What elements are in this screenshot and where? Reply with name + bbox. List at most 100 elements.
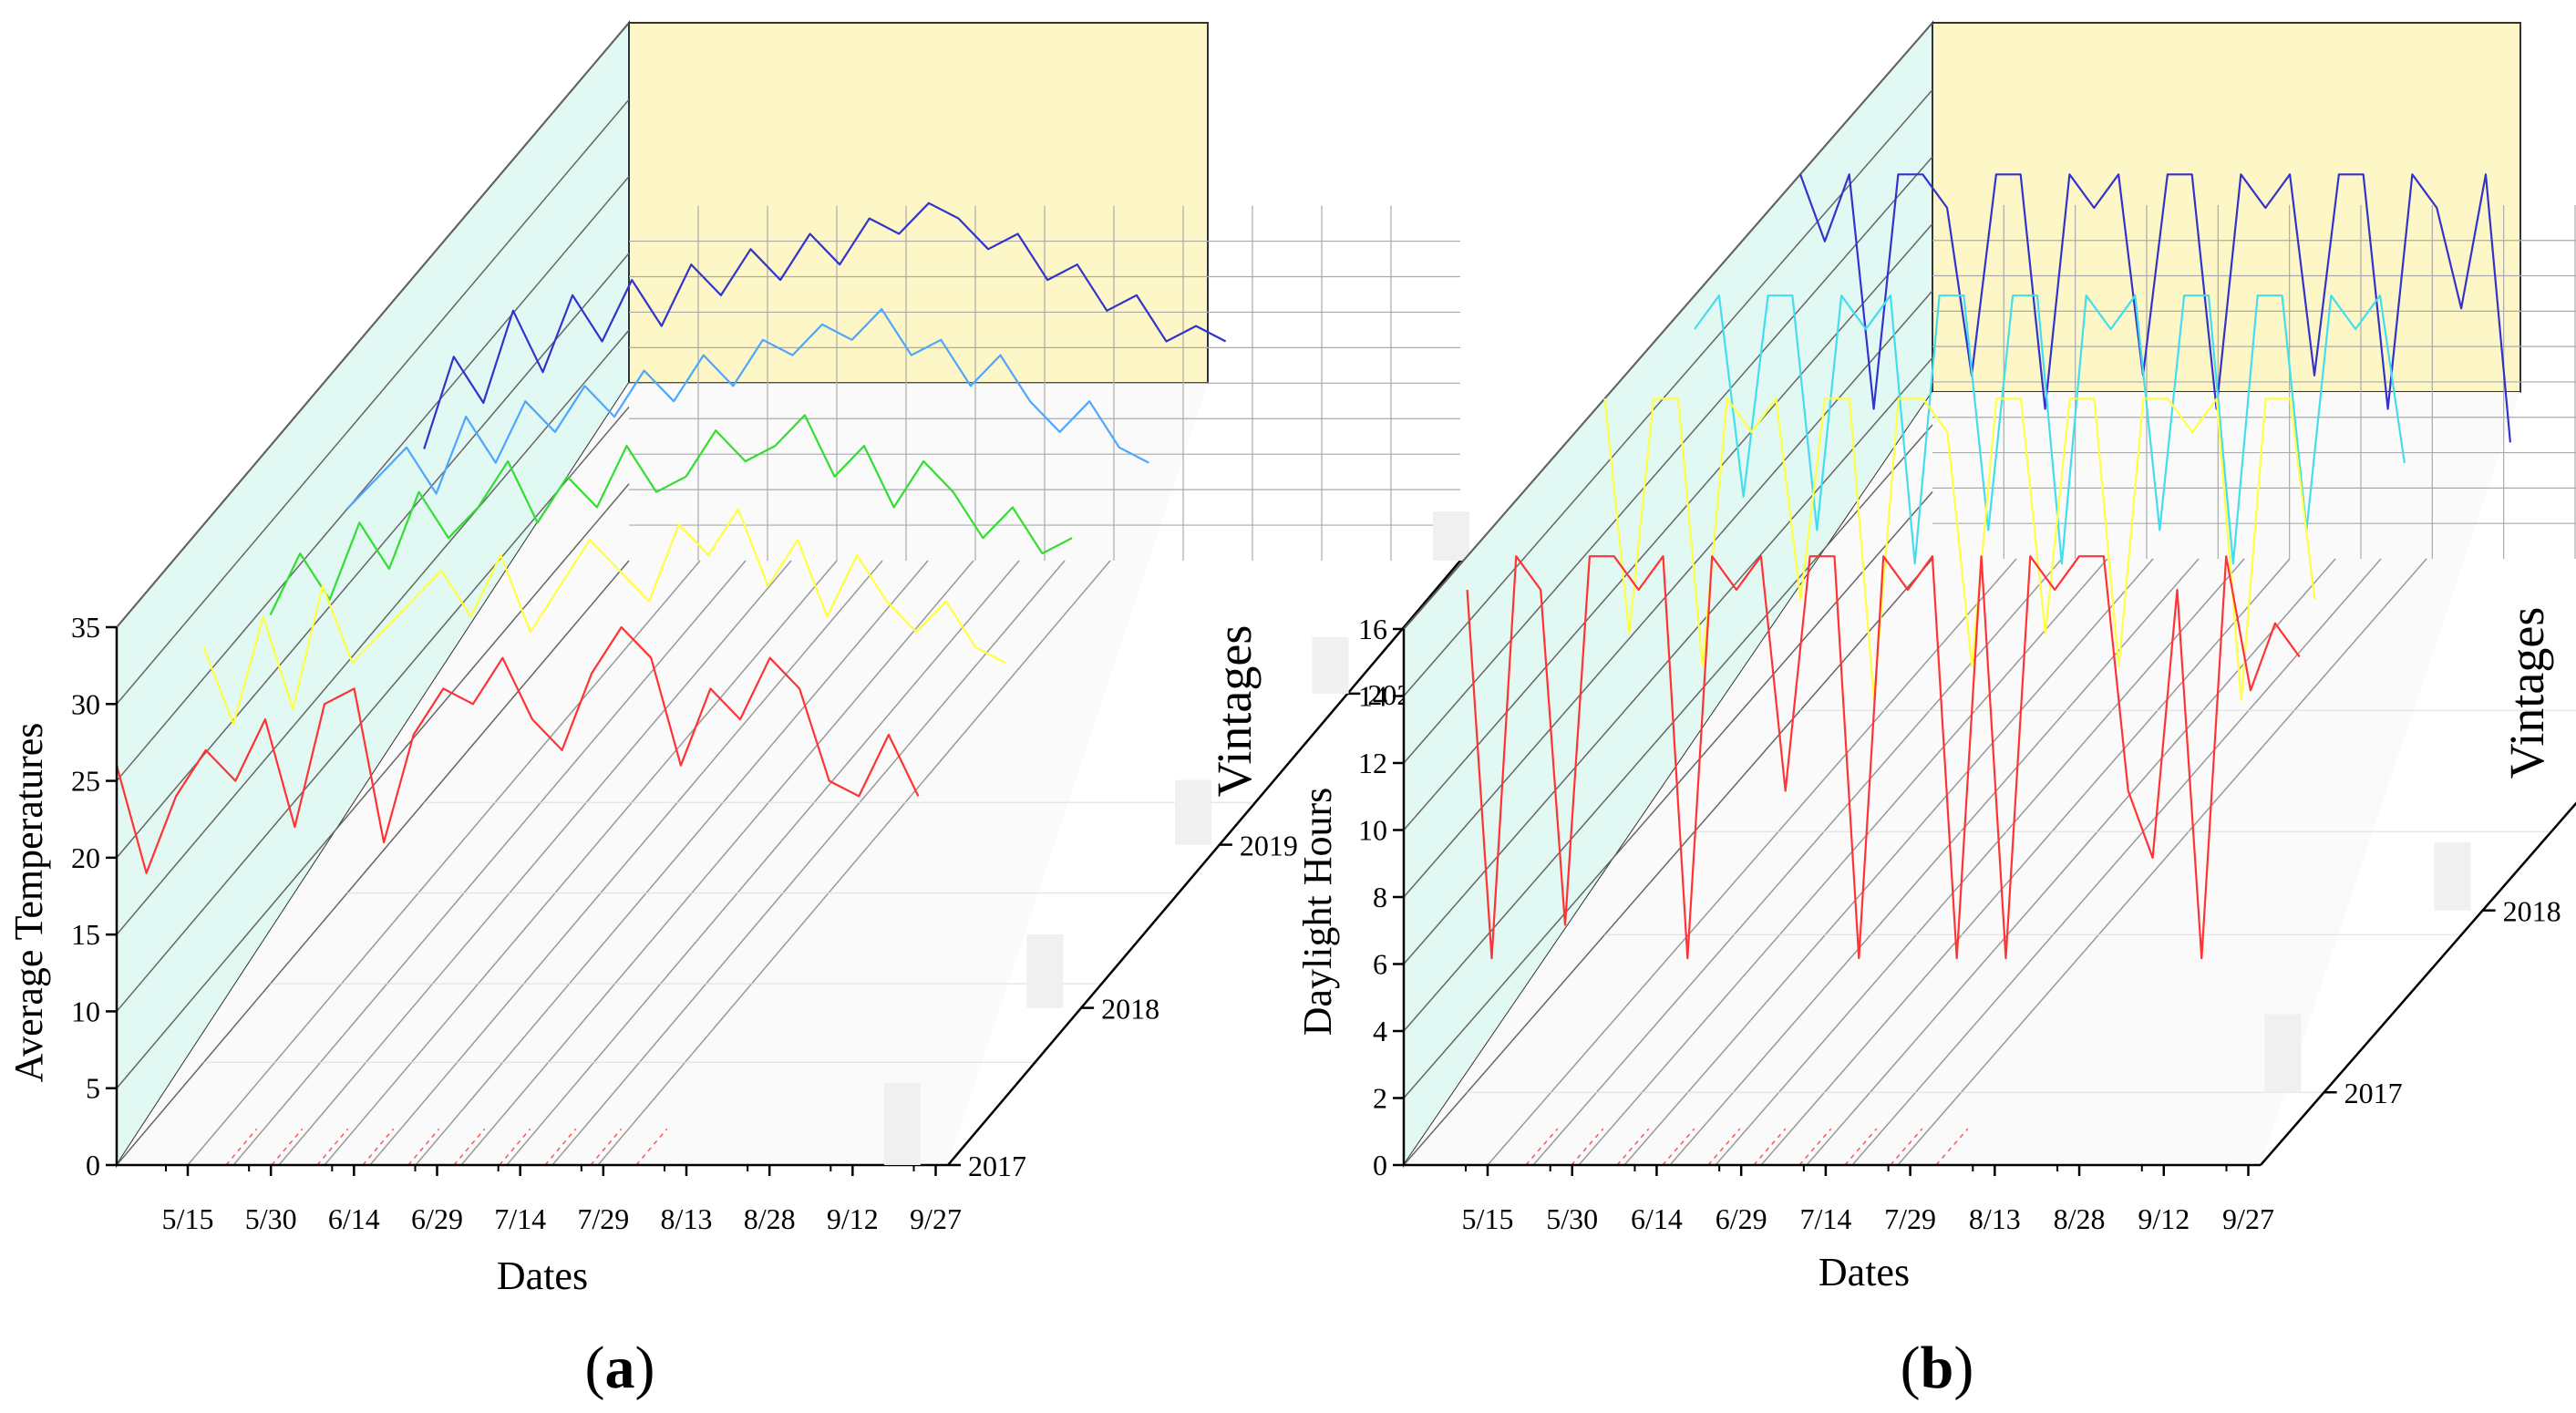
x-tick-label: 9/12 bbox=[827, 1202, 879, 1235]
wall-gridline bbox=[1403, 290, 1933, 898]
chart-a-series-group bbox=[115, 201, 1256, 1166]
wall-gridline bbox=[116, 176, 630, 782]
chart-b-series-group bbox=[1466, 173, 2576, 1093]
vintage-plate bbox=[2264, 1014, 2302, 1093]
x-tick-label: 6/14 bbox=[1631, 1202, 1683, 1235]
x-tick-label: 5/15 bbox=[1462, 1202, 1514, 1235]
vintage-plate bbox=[1026, 933, 1064, 1008]
floor-gridline bbox=[232, 560, 747, 1166]
series-line-2021 bbox=[423, 201, 1227, 449]
chart-b: 0 2 4 6 8 10 12 14 16 5/15 5/30 6/14 6/29 7/14 7/29 8/1… bbox=[1295, 20, 2576, 1401]
floor-minor-gridline bbox=[590, 1128, 623, 1166]
x-tick-label: 6/14 bbox=[328, 1202, 380, 1235]
chart-a-zlabel: Vintages bbox=[1207, 625, 1262, 798]
chart-b-xlabel: Dates bbox=[1819, 1250, 1910, 1294]
wall-gridline bbox=[1403, 156, 1933, 764]
y-tick-label: 10 bbox=[71, 995, 100, 1027]
wall-gridline bbox=[116, 98, 630, 705]
vintage-plate bbox=[1433, 511, 1469, 561]
y-tick-label: 35 bbox=[71, 611, 100, 644]
floor-gridline bbox=[1760, 558, 2291, 1166]
floor-gridline bbox=[187, 560, 701, 1166]
vintage-plate bbox=[1175, 779, 1212, 845]
floor-gridline bbox=[1669, 558, 2200, 1166]
floor-gridline bbox=[551, 560, 1066, 1166]
vintage-plate bbox=[2434, 841, 2471, 911]
y-tick-label: 2 bbox=[1373, 1082, 1387, 1115]
wall-gridline bbox=[1403, 491, 1933, 1098]
x-tick-label: 7/14 bbox=[1799, 1202, 1851, 1235]
floor-gridline bbox=[1806, 558, 2336, 1166]
chart-a-ylabel: Average Temperatures bbox=[6, 723, 51, 1083]
y-tick-label: 12 bbox=[1358, 747, 1387, 779]
y-tick-label: 0 bbox=[1373, 1149, 1387, 1181]
series-line-2017 bbox=[115, 625, 920, 874]
y-tick-label: 16 bbox=[1358, 613, 1387, 645]
floor-minor-gridline bbox=[1616, 1128, 1650, 1166]
x-tick-label: 7/14 bbox=[494, 1202, 546, 1235]
wall-gridline bbox=[1403, 22, 1933, 630]
chart-a-back-wall bbox=[628, 22, 1209, 384]
floor-minor-gridline bbox=[635, 1128, 668, 1166]
z-tick-label: 2019 bbox=[1240, 830, 1298, 862]
floor-gridline bbox=[1623, 558, 2154, 1166]
y-tick-label: 20 bbox=[71, 841, 100, 874]
series-line-2018 bbox=[1603, 397, 2316, 702]
floor-gridline bbox=[460, 560, 974, 1166]
x-tick-label: 6/29 bbox=[411, 1202, 463, 1235]
x-tick-label: 5/30 bbox=[245, 1202, 297, 1235]
wall-gridline bbox=[116, 329, 630, 935]
floor-gridline bbox=[324, 560, 838, 1166]
z-tick-label: 2017 bbox=[2344, 1077, 2403, 1109]
wall-gridline bbox=[1403, 223, 1933, 830]
series-line-2017 bbox=[1466, 555, 2301, 960]
y-tick-label: 4 bbox=[1373, 1015, 1387, 1047]
floor-minor-gridline bbox=[1890, 1128, 1923, 1166]
series-line-2018 bbox=[202, 508, 1006, 726]
floor-gridline bbox=[1897, 558, 2427, 1166]
y-tick-label: 8 bbox=[1373, 881, 1387, 913]
z-axis bbox=[947, 560, 1461, 1166]
floor-gridline bbox=[278, 560, 792, 1166]
x-tick-label: 8/28 bbox=[744, 1202, 796, 1235]
wall-gridline bbox=[116, 560, 630, 1166]
y-tick-label: 6 bbox=[1373, 948, 1387, 981]
floor-gridline bbox=[1487, 558, 2017, 1166]
series-line-2020 bbox=[1798, 173, 2511, 443]
z-axis bbox=[2260, 801, 2576, 1166]
y-tick-label: 5 bbox=[86, 1072, 100, 1105]
wall-gridline bbox=[1403, 424, 1933, 1032]
x-tick-label: 5/30 bbox=[1546, 1202, 1598, 1235]
floor-minor-gridline bbox=[362, 1128, 395, 1166]
chart-a-gridlines bbox=[116, 22, 1460, 1166]
floor-gridline bbox=[369, 560, 883, 1166]
x-tick-label: 7/29 bbox=[1884, 1202, 1936, 1235]
floor-gridline bbox=[1715, 558, 2245, 1166]
floor-minor-gridline bbox=[1753, 1128, 1787, 1166]
x-tick-label: 9/12 bbox=[2138, 1202, 2190, 1235]
chart-a-xlabel: Dates bbox=[497, 1253, 588, 1298]
z-tick-label: 2018 bbox=[2503, 895, 2561, 928]
floor-minor-gridline bbox=[1798, 1128, 1832, 1166]
x-tick-label: 5/15 bbox=[162, 1202, 214, 1235]
x-tick-label: 8/28 bbox=[2054, 1202, 2106, 1235]
chart-b-zlabel: Vintages bbox=[2499, 607, 2554, 779]
floor-gridline bbox=[597, 560, 1111, 1166]
series-line-2019 bbox=[269, 414, 1073, 615]
chart-a-floor bbox=[117, 383, 1208, 1165]
vintage-plate bbox=[884, 1083, 921, 1165]
wall-gridline bbox=[1403, 558, 1933, 1166]
z-tick-label: 2017 bbox=[968, 1150, 1026, 1182]
series-line-2020 bbox=[346, 308, 1149, 510]
y-tick-label: 14 bbox=[1358, 680, 1387, 713]
floor-minor-gridline bbox=[1662, 1128, 1695, 1166]
x-tick-label: 9/27 bbox=[910, 1202, 962, 1235]
vintage-plate bbox=[1312, 636, 1349, 694]
floor-gridline bbox=[1532, 558, 2063, 1166]
floor-minor-gridline bbox=[271, 1128, 304, 1166]
x-tick-label: 7/29 bbox=[577, 1202, 629, 1235]
floor-gridline bbox=[506, 560, 1020, 1166]
floor-gridline bbox=[1851, 558, 2382, 1166]
